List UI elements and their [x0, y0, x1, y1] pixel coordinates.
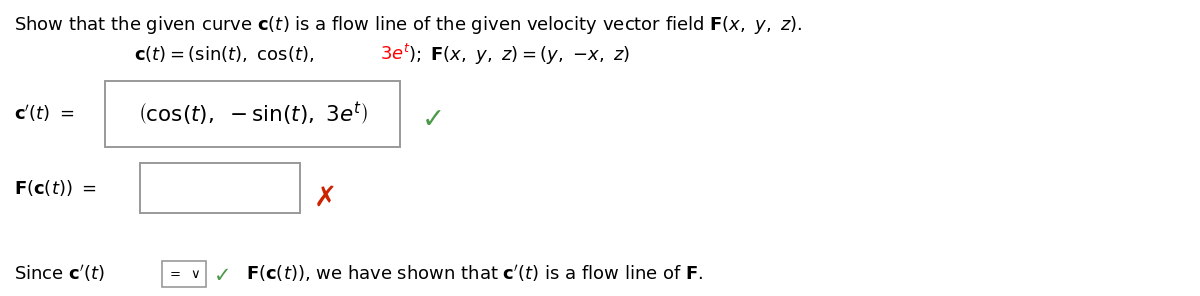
- FancyBboxPatch shape: [140, 163, 300, 213]
- FancyBboxPatch shape: [106, 81, 400, 147]
- Text: $3e^t$: $3e^t$: [380, 44, 410, 64]
- Text: ✓: ✓: [422, 106, 445, 134]
- Text: ✗: ✗: [314, 184, 337, 212]
- Text: Since $\mathbf{c}'(t)$: Since $\mathbf{c}'(t)$: [14, 263, 104, 284]
- Text: Show that the given curve $\mathbf{c}(t)$ is a flow line of the given velocity v: Show that the given curve $\mathbf{c}(t)…: [14, 14, 803, 36]
- Text: $\mathbf{F}(\mathbf{c}(t))$, we have shown that $\mathbf{c}'(t)$ is a flow line : $\mathbf{F}(\mathbf{c}(t))$, we have sho…: [246, 263, 703, 284]
- Text: $\left(\cos(t),\ -\sin(t),\ 3e^t\right)$: $\left(\cos(t),\ -\sin(t),\ 3e^t\right)$: [138, 100, 367, 128]
- Text: $=\ \vee$: $=\ \vee$: [168, 268, 200, 281]
- FancyBboxPatch shape: [162, 261, 206, 287]
- Text: ✓: ✓: [214, 266, 232, 286]
- Text: $);\ \mathbf{F}(x,\ y,\ z) = (y,\ {-x},\ z)$: $);\ \mathbf{F}(x,\ y,\ z) = (y,\ {-x},\…: [408, 44, 630, 66]
- Text: $\mathbf{c}(t) = (\sin(t),\ \cos(t),\ $: $\mathbf{c}(t) = (\sin(t),\ \cos(t),\ $: [134, 44, 314, 64]
- Text: $\mathbf{F}(\mathbf{c}(t))\ =$: $\mathbf{F}(\mathbf{c}(t))\ =$: [14, 178, 96, 198]
- Text: $\mathbf{c}'(t)\ =$: $\mathbf{c}'(t)\ =$: [14, 104, 74, 125]
